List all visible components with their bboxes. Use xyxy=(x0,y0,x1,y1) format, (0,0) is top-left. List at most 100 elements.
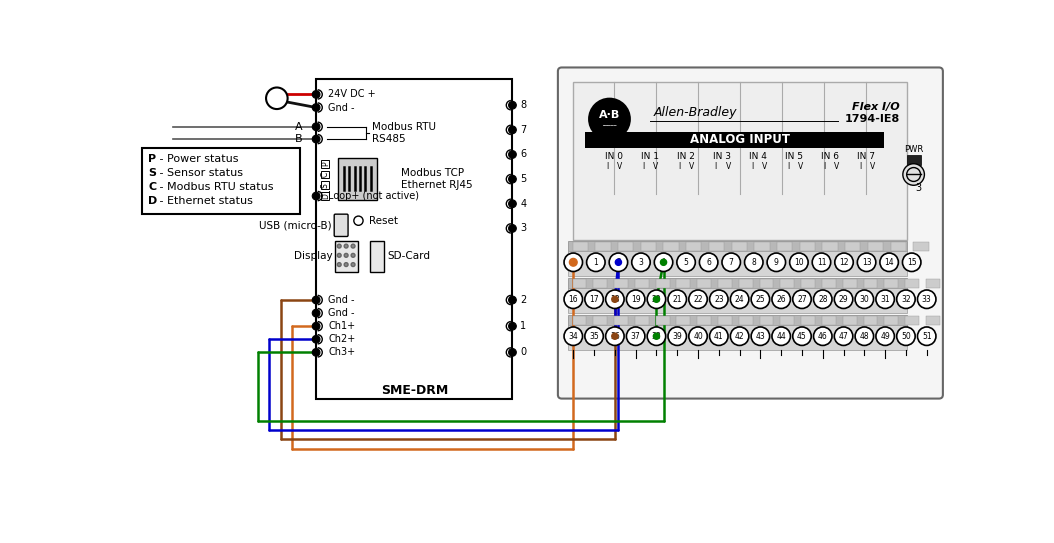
Circle shape xyxy=(814,327,832,345)
FancyBboxPatch shape xyxy=(585,132,596,148)
FancyBboxPatch shape xyxy=(635,279,649,288)
Circle shape xyxy=(585,290,603,308)
Text: D: D xyxy=(149,195,157,206)
Text: Modbus TCP
Ethernet RJ45: Modbus TCP Ethernet RJ45 xyxy=(401,168,472,190)
FancyBboxPatch shape xyxy=(755,242,769,251)
Text: 46: 46 xyxy=(818,332,827,340)
Text: 17: 17 xyxy=(589,295,599,304)
FancyBboxPatch shape xyxy=(780,316,795,325)
FancyBboxPatch shape xyxy=(618,242,633,251)
Text: A: A xyxy=(295,122,302,132)
Circle shape xyxy=(569,258,578,266)
Text: I: I xyxy=(750,161,753,171)
Circle shape xyxy=(616,259,622,266)
Circle shape xyxy=(767,253,785,272)
Text: Modbus RTU
RS485: Modbus RTU RS485 xyxy=(372,122,436,144)
Circle shape xyxy=(661,259,666,266)
FancyBboxPatch shape xyxy=(568,325,906,350)
Circle shape xyxy=(835,253,854,272)
Text: 18: 18 xyxy=(610,295,620,304)
Circle shape xyxy=(266,87,288,109)
FancyBboxPatch shape xyxy=(321,171,329,178)
Circle shape xyxy=(688,290,707,308)
Text: 34: 34 xyxy=(568,332,579,340)
Text: 24V DC +: 24V DC + xyxy=(329,90,376,99)
FancyBboxPatch shape xyxy=(718,279,731,288)
Circle shape xyxy=(312,310,320,317)
Text: ─────: ───── xyxy=(602,122,617,127)
Text: Ch1+: Ch1+ xyxy=(329,321,355,331)
Text: IN 5: IN 5 xyxy=(785,152,803,161)
Circle shape xyxy=(857,253,876,272)
FancyBboxPatch shape xyxy=(926,316,940,325)
FancyBboxPatch shape xyxy=(677,279,690,288)
Text: 6: 6 xyxy=(521,149,526,160)
FancyBboxPatch shape xyxy=(568,241,906,252)
Text: 39: 39 xyxy=(672,332,682,340)
Text: 35: 35 xyxy=(589,332,599,340)
Text: 3: 3 xyxy=(521,223,526,233)
Text: IN 0: IN 0 xyxy=(605,152,623,161)
Circle shape xyxy=(312,192,320,200)
Text: 0: 0 xyxy=(571,258,575,267)
Text: Ch2+: Ch2+ xyxy=(329,334,355,344)
Text: 1794-IE8: 1794-IE8 xyxy=(844,114,900,124)
Text: Allen-Bradley: Allen-Bradley xyxy=(653,106,737,119)
FancyBboxPatch shape xyxy=(686,242,702,251)
Text: D: D xyxy=(320,193,330,199)
FancyBboxPatch shape xyxy=(558,67,943,399)
Circle shape xyxy=(653,333,660,339)
Circle shape xyxy=(855,327,874,345)
FancyBboxPatch shape xyxy=(884,279,898,288)
Text: Gnd -: Gnd - xyxy=(329,308,355,318)
FancyBboxPatch shape xyxy=(370,241,384,272)
Text: 38: 38 xyxy=(651,332,661,340)
Circle shape xyxy=(564,290,583,308)
Circle shape xyxy=(668,290,686,308)
Text: 2: 2 xyxy=(521,295,526,305)
Circle shape xyxy=(917,327,936,345)
FancyBboxPatch shape xyxy=(780,279,795,288)
Text: C: C xyxy=(320,172,330,177)
FancyBboxPatch shape xyxy=(905,316,919,325)
Text: 1: 1 xyxy=(521,321,526,331)
FancyBboxPatch shape xyxy=(822,242,838,251)
Text: - Power status: - Power status xyxy=(156,154,238,164)
Text: I: I xyxy=(859,161,861,171)
Circle shape xyxy=(631,253,650,272)
FancyBboxPatch shape xyxy=(335,241,358,272)
FancyBboxPatch shape xyxy=(656,279,669,288)
FancyBboxPatch shape xyxy=(677,316,690,325)
FancyBboxPatch shape xyxy=(698,279,711,288)
Circle shape xyxy=(752,290,769,308)
FancyBboxPatch shape xyxy=(777,242,793,251)
Circle shape xyxy=(509,225,516,232)
Text: 1: 1 xyxy=(593,258,599,267)
Circle shape xyxy=(709,290,728,308)
Circle shape xyxy=(509,150,516,159)
Text: V: V xyxy=(870,161,875,171)
Text: 19: 19 xyxy=(631,295,641,304)
Text: V: V xyxy=(689,161,695,171)
Circle shape xyxy=(351,244,355,248)
FancyBboxPatch shape xyxy=(822,316,836,325)
Circle shape xyxy=(312,135,320,143)
Text: IN 2: IN 2 xyxy=(677,152,695,161)
Circle shape xyxy=(688,327,707,345)
Text: S: S xyxy=(149,168,156,178)
Text: 28: 28 xyxy=(818,295,827,304)
FancyBboxPatch shape xyxy=(760,316,774,325)
Circle shape xyxy=(647,327,666,345)
Circle shape xyxy=(902,253,921,272)
Text: SD-Card: SD-Card xyxy=(387,251,430,261)
Circle shape xyxy=(855,290,874,308)
Text: P: P xyxy=(149,154,156,164)
Circle shape xyxy=(312,123,320,131)
FancyBboxPatch shape xyxy=(867,242,883,251)
FancyBboxPatch shape xyxy=(572,242,588,251)
Circle shape xyxy=(626,290,645,308)
Circle shape xyxy=(345,263,348,267)
Text: 16: 16 xyxy=(568,295,578,304)
Circle shape xyxy=(609,253,627,272)
FancyBboxPatch shape xyxy=(568,314,906,326)
